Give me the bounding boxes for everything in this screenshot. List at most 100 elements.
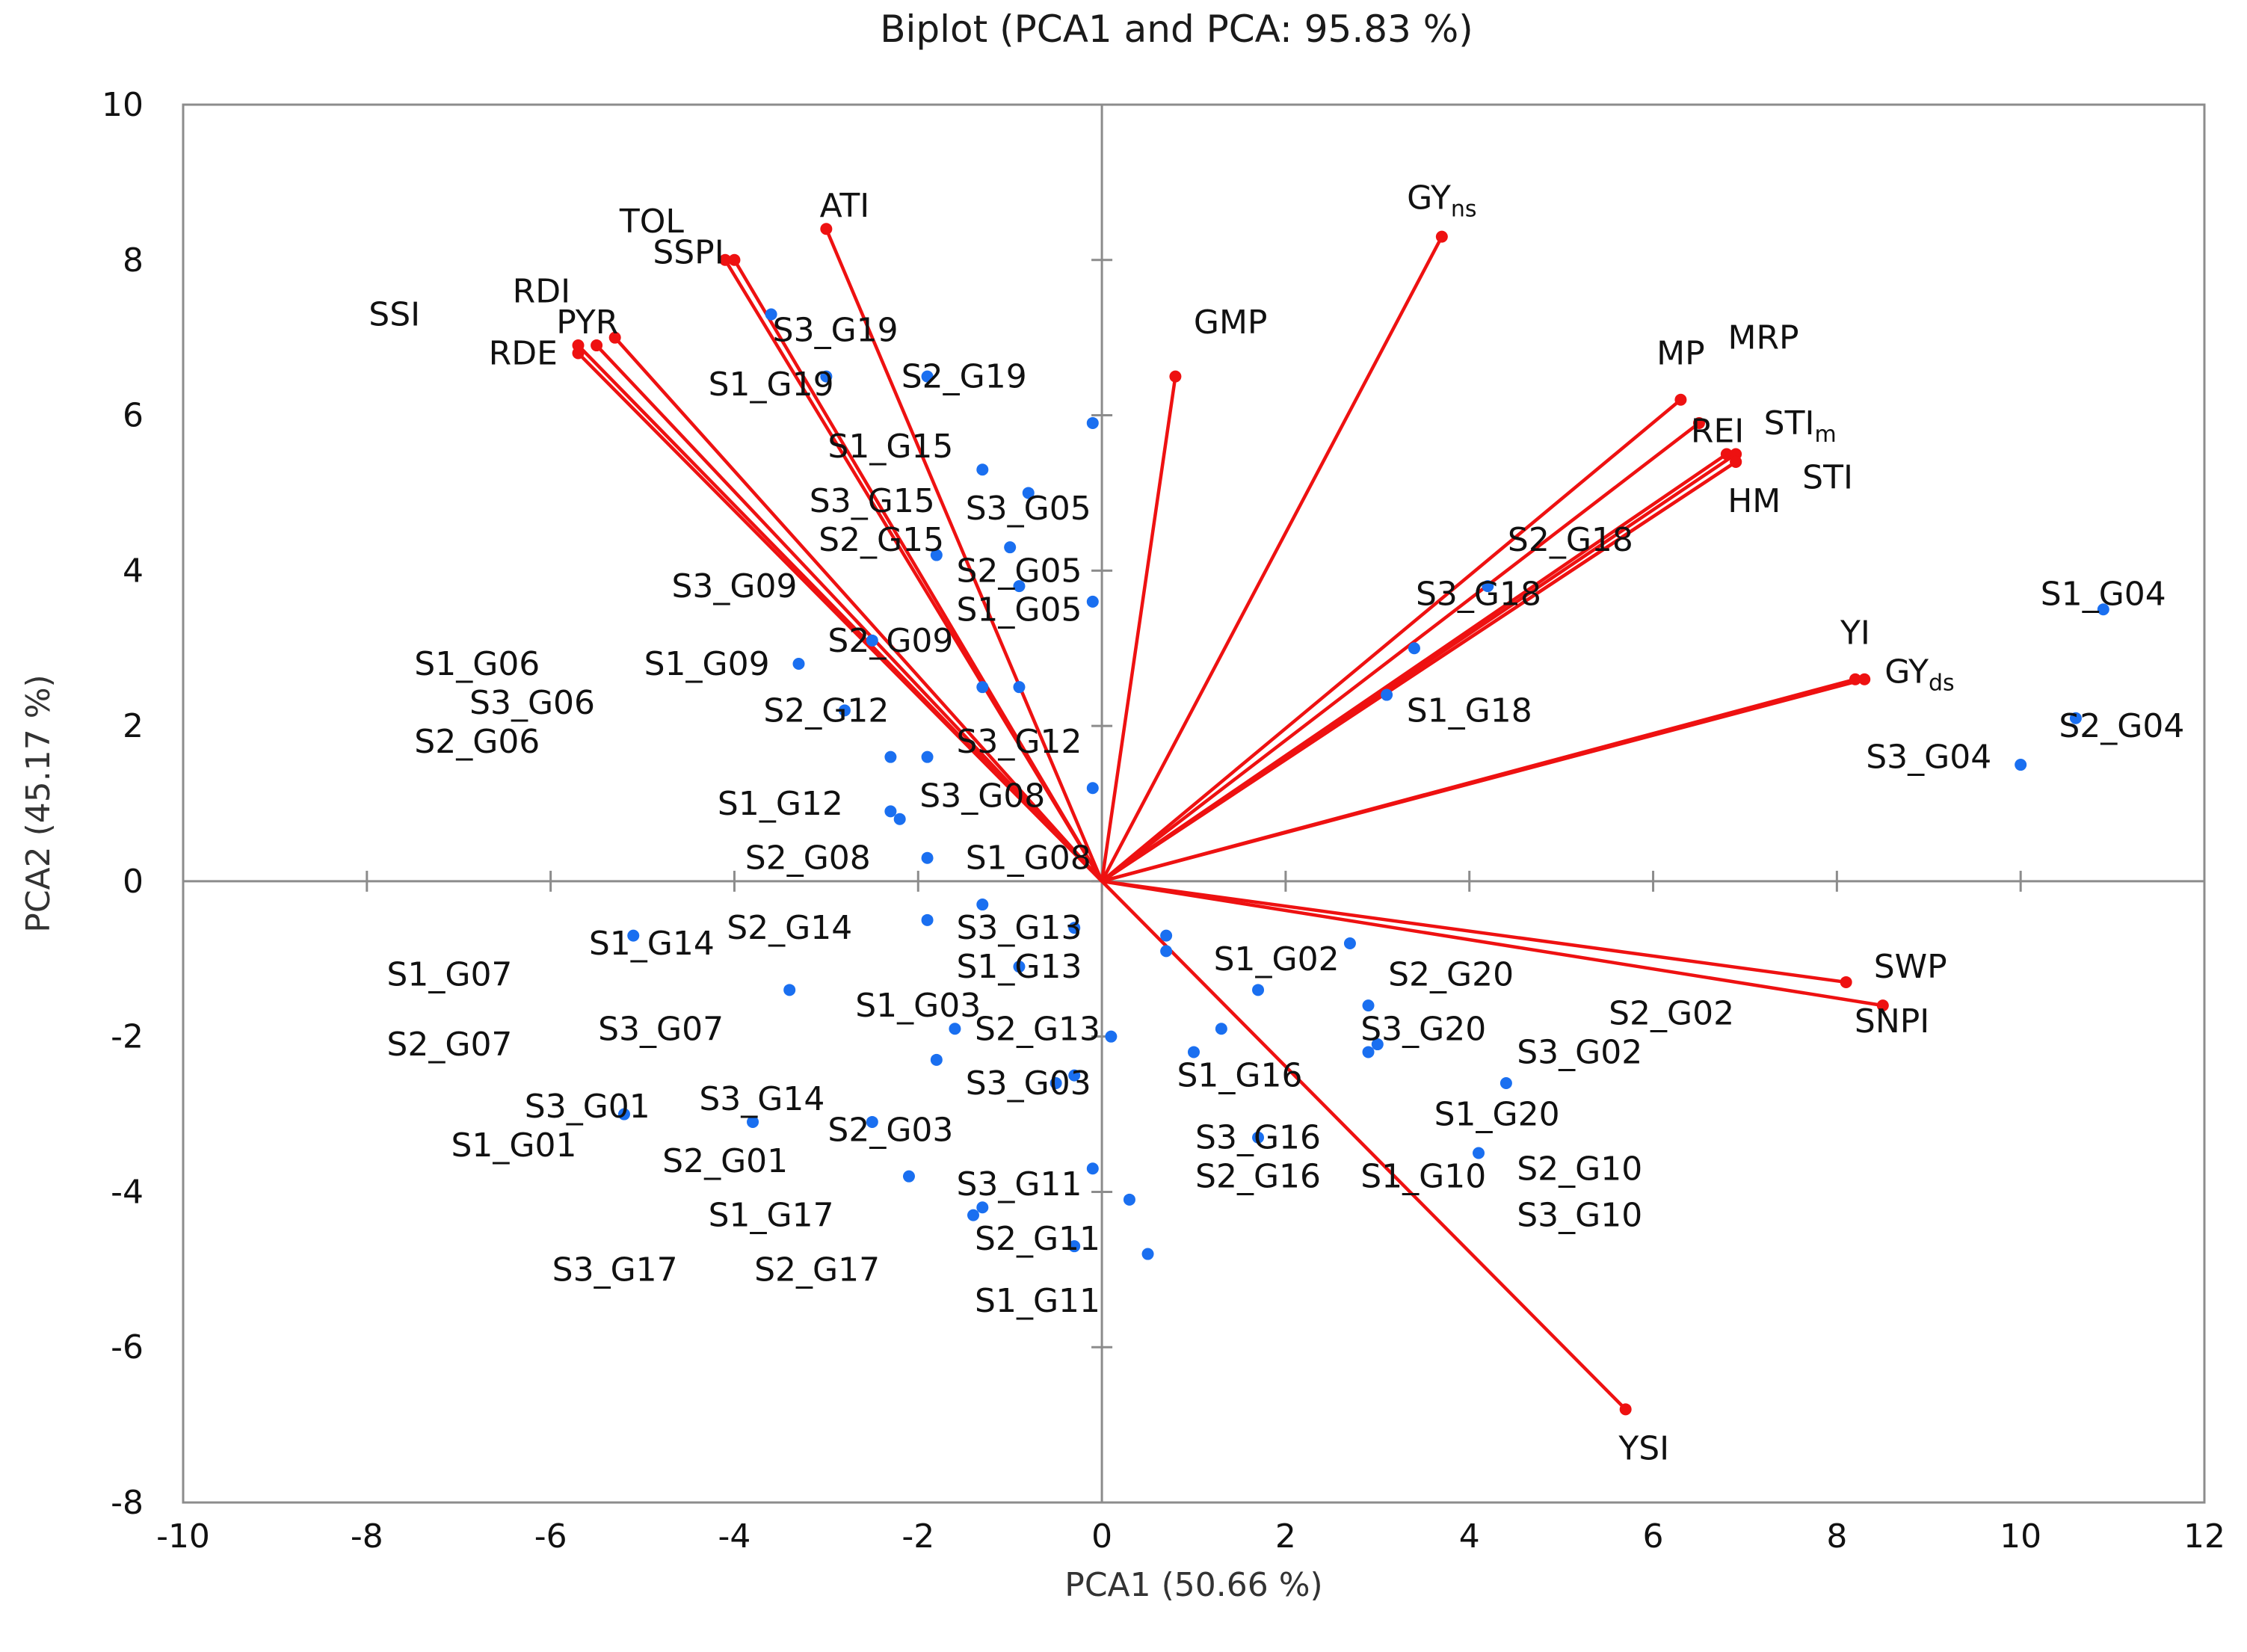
genotype-point [1160, 945, 1173, 958]
vector-tip [1169, 370, 1182, 383]
genotype-label: S3_G06 [469, 684, 595, 722]
genotype-label: S1_G19 [709, 366, 834, 404]
vector-label: STI [1802, 459, 1853, 497]
genotype-point [930, 1053, 943, 1066]
vector-label: MP [1656, 334, 1705, 372]
genotype-point [820, 370, 833, 383]
genotype-point [1160, 929, 1173, 942]
genotype-label: S3_G18 [1416, 576, 1541, 614]
x-tick-label: -4 [718, 1517, 751, 1556]
y-tick-label: 10 [102, 86, 144, 124]
genotype-point [1086, 782, 1099, 795]
vector-label: PYR [556, 303, 618, 342]
genotype-label: S3_G11 [956, 1165, 1082, 1203]
genotype-label: S3_G03 [966, 1064, 1091, 1103]
vector-label: REI [1691, 412, 1744, 450]
genotype-label: S2_G16 [1195, 1158, 1321, 1196]
vector-line [1101, 879, 1846, 984]
genotype-point [1086, 416, 1099, 429]
genotype-point [921, 913, 934, 926]
genotype-point [949, 1023, 961, 1035]
vector-line [1101, 677, 1865, 884]
vector-label: MRP [1727, 319, 1798, 357]
genotype-label: S1_G09 [644, 645, 770, 683]
vector-label: GMP [1194, 303, 1268, 342]
genotype-label: S1_G07 [386, 956, 512, 994]
genotype-points [617, 308, 2109, 1260]
genotype-label: S3_G07 [598, 1010, 724, 1048]
genotype-point [1013, 580, 1026, 593]
genotype-point [838, 704, 851, 717]
genotype-point [2097, 603, 2109, 616]
vector-line [1100, 880, 1627, 1411]
vector-line [1101, 879, 1884, 1008]
x-tick-label: 8 [1826, 1517, 1847, 1556]
axes-layer [182, 103, 2206, 1504]
vector-tip [1730, 455, 1742, 468]
genotype-point [1362, 1046, 1375, 1058]
genotype-label: S3_G15 [810, 482, 935, 520]
vector-tip [1619, 1403, 1632, 1416]
x-tick-label: 4 [1459, 1517, 1480, 1556]
plot-frame [182, 103, 2206, 1504]
genotype-label: S2_G07 [386, 1026, 512, 1064]
genotype-label: S1_G15 [827, 428, 953, 466]
genotype-label: S2_G13 [975, 1010, 1100, 1048]
genotype-label: S2_G11 [975, 1220, 1100, 1258]
y-tick-label: -2 [111, 1018, 144, 1056]
genotype-label: S3_G01 [525, 1088, 650, 1126]
genotype-label: S1_G02 [1214, 940, 1340, 978]
genotype-point [884, 751, 897, 763]
genotype-point [2015, 759, 2027, 771]
genotype-point [1482, 580, 1494, 593]
loading-vectors [572, 223, 1889, 1416]
genotype-point [1068, 922, 1081, 934]
vector-label: ATI [820, 187, 870, 225]
vector-line [824, 228, 1104, 882]
genotype-point [930, 549, 943, 561]
genotype-label: S1_G08 [966, 839, 1091, 878]
genotype-label: S1_G11 [975, 1282, 1100, 1320]
genotype-label: S2_G02 [1609, 995, 1734, 1033]
vector-label: SWP [1874, 948, 1947, 986]
vector-label: HM [1727, 482, 1781, 520]
vector-tip [1858, 673, 1871, 685]
vector-line [576, 344, 1103, 883]
genotype-label: S3_G09 [671, 567, 797, 605]
genotype-point [976, 1201, 989, 1214]
vector-line [613, 336, 1103, 883]
genotype-point [1499, 1077, 1512, 1089]
genotype-point [747, 1115, 759, 1128]
genotype-label: S3_G20 [1360, 1010, 1486, 1048]
x-tick-label: 12 [2183, 1517, 2225, 1556]
vector-line [1100, 376, 1177, 882]
vector-tip [1693, 416, 1705, 429]
x-tick-label: -2 [901, 1517, 934, 1556]
genotype-point [921, 370, 934, 383]
genotype-label: S1_G14 [589, 925, 715, 963]
genotype-label: S2_G10 [1517, 1150, 1642, 1188]
genotype-label: S1_G17 [709, 1197, 834, 1235]
genotype-label: S2_G15 [819, 521, 944, 559]
genotype-point [765, 308, 777, 321]
genotype-label: S1_G16 [1177, 1057, 1302, 1095]
genotype-point [783, 984, 796, 996]
genotype-point [1215, 1023, 1227, 1035]
x-tick-label: 0 [1091, 1517, 1112, 1556]
genotype-label: S2_G20 [1388, 956, 1514, 994]
genotype-label: S3_G12 [956, 723, 1082, 761]
genotype-label: S3_G13 [956, 909, 1082, 947]
genotype-point [1068, 1240, 1081, 1253]
genotype-label: S1_G13 [956, 948, 1082, 986]
vector-tip [1674, 393, 1687, 406]
y-tick-label: -8 [111, 1484, 144, 1522]
genotype-point [1362, 999, 1375, 1012]
vector-tip [820, 223, 833, 235]
vector-label: GYds [1884, 653, 1954, 696]
genotype-label: S3_G05 [966, 490, 1091, 528]
genotype-label: S1_G18 [1407, 691, 1532, 730]
vector-label: STIm [1764, 404, 1837, 448]
genotype-label: S3_G14 [699, 1080, 824, 1118]
